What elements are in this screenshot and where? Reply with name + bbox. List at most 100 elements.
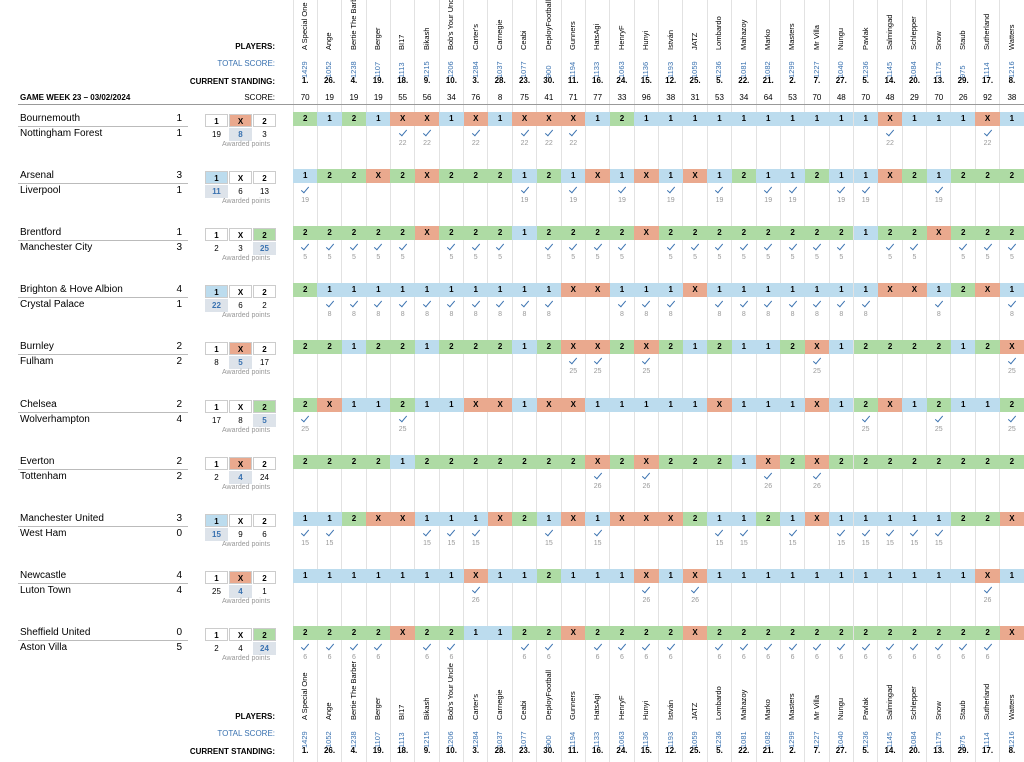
awarded-points: 15 — [910, 539, 919, 547]
outcome-label: 2 — [253, 285, 276, 299]
player-score: 70 — [934, 93, 944, 102]
pick: 2 — [512, 625, 537, 640]
pick: X — [877, 397, 903, 412]
check-mark — [544, 127, 553, 137]
pick: 2 — [512, 454, 537, 469]
pick: 2 — [536, 568, 562, 583]
total-score: 1238 — [348, 731, 358, 748]
pick: 1 — [609, 169, 635, 184]
check-mark — [788, 241, 797, 251]
away-team: Nottingham Forest — [20, 128, 103, 139]
standing: 16. — [592, 746, 604, 755]
outcome-label: 1 — [205, 570, 228, 584]
check-mark — [569, 241, 578, 251]
player-name: Marko — [763, 29, 773, 50]
home-goals: 2 — [176, 455, 182, 467]
awarded-points: 8 — [766, 311, 771, 319]
awarded-points: 22 — [886, 140, 894, 147]
player-name: István — [665, 29, 675, 50]
awarded-points: 19 — [788, 197, 797, 205]
standing: 17. — [981, 746, 994, 755]
awarded-points: 8 — [790, 311, 795, 319]
player-score: 70 — [812, 93, 822, 102]
awarded-points: 6 — [839, 653, 844, 661]
pick: 1 — [536, 283, 562, 298]
awarded-points: 6 — [936, 653, 941, 661]
check-mark — [593, 356, 602, 365]
awarded-points: 8 — [863, 311, 868, 319]
pick: 2 — [293, 226, 318, 241]
player-name: Marko — [763, 699, 773, 720]
total-score: 1193 — [665, 731, 675, 748]
pick: 2 — [609, 454, 635, 469]
player-score: 75 — [520, 93, 529, 102]
pick: 1 — [731, 397, 757, 412]
pick: 2 — [390, 226, 415, 241]
pick: X — [999, 340, 1024, 355]
standing: 3. — [472, 76, 480, 85]
pick: 1 — [707, 112, 732, 126]
awarded-points: 5 — [961, 254, 966, 262]
awarded-points: 25 — [301, 425, 310, 433]
pick: 2 — [293, 625, 318, 640]
pick: 1 — [731, 340, 757, 355]
pick: X — [317, 397, 342, 412]
pick: X — [414, 169, 440, 184]
away-goals: 5 — [176, 641, 182, 653]
pick: 2 — [561, 226, 586, 241]
pick: 1 — [853, 511, 878, 526]
check-mark — [764, 470, 773, 479]
player-score: 33 — [617, 93, 627, 102]
check-mark — [374, 241, 383, 251]
player-score: 48 — [885, 93, 895, 102]
check-mark — [422, 298, 432, 308]
check-mark — [788, 298, 797, 308]
awarded-points: 5 — [595, 254, 600, 262]
pick: 1 — [707, 568, 732, 583]
check-mark — [520, 184, 529, 194]
outcome-label: X — [229, 399, 252, 413]
player-name: Mr Villa — [811, 25, 821, 50]
awarded-points: 25 — [1008, 425, 1016, 433]
awarded-points: 8 — [741, 311, 746, 319]
check-mark — [471, 127, 480, 137]
pick: 2 — [536, 169, 562, 184]
pick: 2 — [950, 226, 976, 241]
check-mark — [934, 184, 943, 194]
awarded-points: 22 — [398, 140, 407, 147]
pick: 1 — [341, 340, 367, 355]
awarded-points: 6 — [766, 653, 771, 661]
team-rule — [18, 126, 188, 127]
check-mark — [593, 641, 602, 651]
outcome-label: 2 — [253, 399, 276, 413]
total-score: 1175 — [933, 731, 943, 748]
pick: 2 — [317, 169, 342, 184]
pick: 2 — [658, 625, 683, 640]
away-team: Manchester City — [20, 242, 93, 254]
home-goals: 1 — [176, 113, 182, 124]
check-mark — [934, 527, 943, 537]
player-name: Hunyi — [641, 700, 651, 720]
pick: 2 — [975, 340, 1000, 355]
column-line — [974, 0, 976, 762]
pick: 2 — [999, 397, 1024, 412]
standing: 22. — [738, 746, 750, 755]
total-score: 1040 — [836, 61, 846, 78]
column-line — [706, 0, 708, 762]
check-mark — [398, 413, 407, 422]
check-mark — [715, 241, 724, 251]
pick: 1 — [585, 397, 610, 412]
pick: 2 — [804, 169, 830, 184]
pick: 1 — [512, 340, 537, 355]
pick: X — [707, 397, 732, 412]
awarded-points: 5 — [303, 254, 308, 262]
player-name: Carnegie — [494, 689, 504, 720]
team-rule — [18, 297, 188, 299]
check-mark — [764, 298, 773, 308]
standing: 25. — [689, 746, 701, 755]
awarded-points: 15 — [471, 539, 480, 547]
awarded-points: 5 — [839, 254, 844, 262]
pick: 1 — [414, 283, 440, 298]
column-line — [389, 0, 391, 762]
